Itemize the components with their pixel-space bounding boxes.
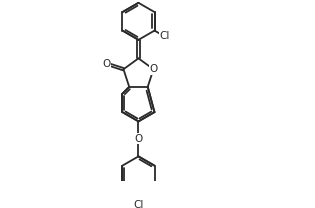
Text: O: O <box>149 64 158 74</box>
Text: Cl: Cl <box>133 200 144 208</box>
Text: Cl: Cl <box>159 31 170 41</box>
Text: O: O <box>134 134 143 144</box>
Text: O: O <box>102 59 111 69</box>
